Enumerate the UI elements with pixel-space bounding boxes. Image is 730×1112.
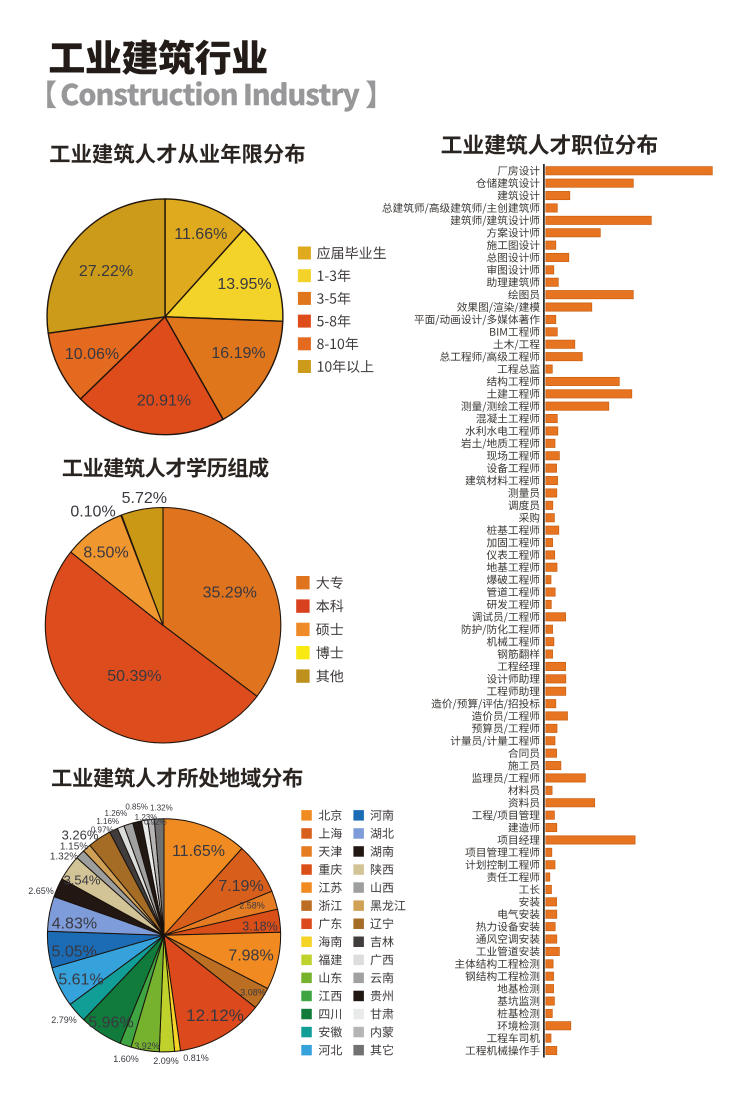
- svg-text:5.61%: 5.61%: [58, 972, 103, 989]
- svg-text:1.16%: 1.16%: [96, 817, 119, 826]
- svg-text:2.65%: 2.65%: [28, 886, 54, 896]
- svg-text:11.66%: 11.66%: [174, 226, 227, 243]
- svg-text:0.97%: 0.97%: [91, 825, 114, 834]
- svg-text:2.09%: 2.09%: [153, 1056, 179, 1066]
- svg-text:5.05%: 5.05%: [52, 943, 97, 960]
- svg-text:3.18%: 3.18%: [242, 919, 277, 933]
- svg-text:27.22%: 27.22%: [79, 263, 133, 280]
- svg-text:5.72%: 5.72%: [122, 490, 167, 507]
- svg-text:4.83%: 4.83%: [52, 915, 97, 932]
- svg-text:7.98%: 7.98%: [228, 947, 273, 964]
- svg-text:11.65%: 11.65%: [172, 843, 225, 860]
- svg-text:0.92%: 0.92%: [144, 818, 167, 827]
- svg-text:1.32%: 1.32%: [150, 803, 173, 812]
- svg-text:3.92%: 3.92%: [134, 1041, 160, 1051]
- svg-text:1.23%: 1.23%: [135, 813, 158, 822]
- svg-text:2.58%: 2.58%: [239, 901, 265, 911]
- svg-text:7.19%: 7.19%: [218, 878, 263, 895]
- svg-text:1.26%: 1.26%: [105, 809, 128, 818]
- svg-text:0.85%: 0.85%: [125, 802, 148, 811]
- svg-text:13.95%: 13.95%: [217, 276, 271, 293]
- svg-text:0.10%: 0.10%: [70, 504, 115, 521]
- svg-text:8.50%: 8.50%: [83, 544, 128, 561]
- svg-text:16.19%: 16.19%: [211, 345, 265, 362]
- svg-text:2.79%: 2.79%: [51, 1015, 77, 1025]
- svg-text:20.91%: 20.91%: [137, 393, 191, 410]
- svg-text:12.12%: 12.12%: [186, 1006, 244, 1025]
- svg-text:5.96%: 5.96%: [88, 1015, 133, 1032]
- svg-text:1.32%: 1.32%: [50, 852, 78, 863]
- svg-text:1.60%: 1.60%: [113, 1054, 139, 1064]
- svg-text:0.81%: 0.81%: [183, 1053, 209, 1063]
- svg-text:3.08%: 3.08%: [240, 988, 266, 998]
- svg-text:1.15%: 1.15%: [60, 842, 88, 853]
- svg-text:10.06%: 10.06%: [65, 346, 119, 363]
- svg-text:3.26%: 3.26%: [62, 828, 99, 843]
- svg-text:35.29%: 35.29%: [203, 585, 257, 602]
- svg-text:50.39%: 50.39%: [107, 668, 161, 685]
- svg-text:3.54%: 3.54%: [64, 873, 101, 888]
